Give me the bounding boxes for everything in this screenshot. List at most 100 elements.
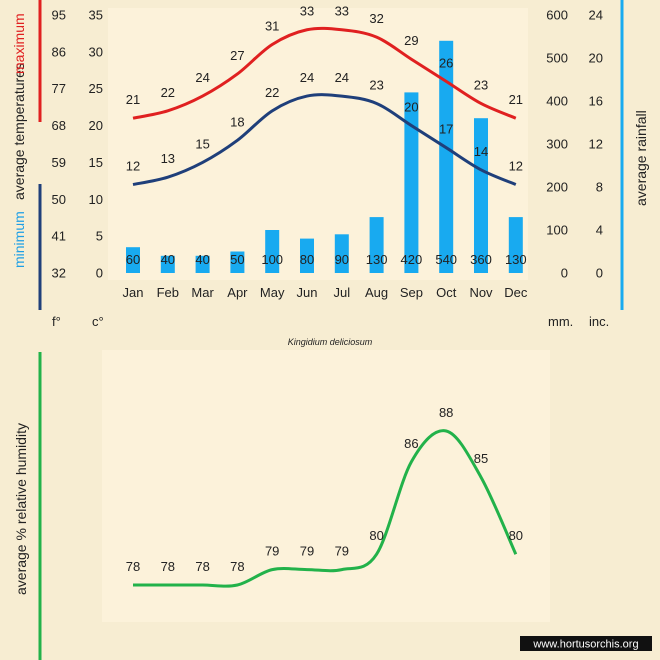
humidity-value-label: 86 [404,436,418,451]
max-temp-label: 27 [230,48,244,63]
inch-tick: 20 [589,51,603,66]
humidity-value-label: 79 [265,544,279,559]
month-tick: Aug [365,285,388,300]
f-tick: 32 [52,266,66,281]
max-temp-label: 22 [161,85,175,100]
rain-bar [508,217,523,273]
rain-value-label: 130 [366,252,388,267]
rain-bar [160,255,175,273]
humidity-value-label: 80 [369,528,383,543]
mm-tick: 600 [546,8,568,23]
inch-tick: 4 [596,223,603,238]
month-tick: Dec [504,285,528,300]
rain-value-label: 40 [161,252,175,267]
climate-plot-panel [108,8,528,280]
rain-bar [474,118,488,273]
max-temp-line [132,26,517,120]
humidity-value-label: 78 [161,559,175,574]
month-tick: Feb [157,285,179,300]
f-tick: 68 [52,118,66,133]
watermark: www.hortusorchis.org [532,639,638,651]
min-temp-label: 23 [369,77,383,92]
c-tick: 10 [89,192,103,207]
rain-value-label: 40 [195,252,209,267]
f-tick: 77 [52,81,66,96]
c-tick: 35 [89,8,103,23]
humidity-value-label: 80 [509,528,523,543]
inch-tick: 16 [589,94,603,109]
humidity-value-label: 79 [300,544,314,559]
rain-value-label: 100 [261,252,283,267]
humidity-label: average % relative humidity [13,423,29,595]
humidity-value-label: 85 [474,451,488,466]
unit-mm: mm. [548,314,573,329]
max-temp-label: 23 [474,77,488,92]
max-temp-label: 33 [300,4,314,19]
rain-bar [265,230,280,273]
f-tick: 86 [52,44,66,59]
rain-bar [195,255,210,273]
min-temp-label: 12 [126,159,140,174]
species-caption: Kingidium deliciosum [288,337,373,347]
month-tick: Nov [469,285,493,300]
inch-tick: 12 [589,137,603,152]
rain-value-label: 90 [335,252,349,267]
mm-tick: 400 [546,94,568,109]
month-tick: May [260,285,285,300]
rain-label: average rainfall [633,110,649,206]
f-tick: 95 [52,8,66,23]
unit-inch: inc. [589,314,609,329]
min-temp-label: 15 [195,136,209,151]
rain-bar [404,92,419,274]
rain-bar [334,234,349,273]
humidity-value-label: 79 [335,544,349,559]
rain-bar [439,40,454,273]
humidity-value-label: 88 [439,405,453,420]
c-tick: 5 [96,229,103,244]
rain-bar [230,251,245,273]
max-temp-label: 29 [404,33,418,48]
month-tick: Sep [400,285,423,300]
rain-value-label: 60 [126,252,140,267]
c-tick: 20 [89,118,103,133]
humidity-value-label: 78 [126,559,140,574]
month-tick: Apr [227,285,248,300]
mm-tick: 300 [546,137,568,152]
humidity-value-label: 78 [195,559,209,574]
month-tick: Oct [436,285,457,300]
climate-axes: 32 0 41 5 50 10 59 15 68 20 77 25 86 30 95 35 0 0 100 4 200 8… [52,8,603,301]
max-temp-label: 33 [335,4,349,19]
max-temp-label: 32 [369,11,383,26]
temp-label: average temperatures [11,63,27,200]
humidity-value-label: 78 [230,559,244,574]
unit-f: f° [52,314,61,329]
c-tick: 15 [89,155,103,170]
max-temp-label: 21 [126,92,140,107]
rain-value-label: 360 [470,252,492,267]
rain-bars: 60 40 40 50 100 80 90 130 420 540 360 130 [126,40,527,274]
min-temp-line [132,93,517,187]
f-tick: 41 [52,229,66,244]
humidity-line [133,429,518,588]
mm-tick: 200 [546,180,568,195]
temperature-lines: 21 22 24 27 31 33 33 32 29 26 23 21 12 13 15 18 22 24 24 23… [126,4,523,187]
unit-c: c° [92,314,104,329]
min-temp-label: 14 [474,144,488,159]
max-temp-label: 26 [439,55,453,70]
min-temp-label: 22 [265,85,279,100]
mm-tick: 0 [561,266,568,281]
rain-value-label: 50 [230,252,244,267]
c-tick: 25 [89,81,103,96]
c-tick: 30 [89,44,103,59]
humidity-plot-panel [102,350,550,622]
min-temp-label: 24 [335,70,349,85]
f-tick: 59 [52,155,66,170]
month-tick: Jul [333,285,350,300]
mm-tick: 100 [546,223,568,238]
max-temp-label: 24 [195,70,209,85]
f-tick: 50 [52,192,66,207]
max-temp-label: 21 [509,92,523,107]
min-temp-label: 13 [161,151,175,166]
month-tick: Jun [297,285,318,300]
